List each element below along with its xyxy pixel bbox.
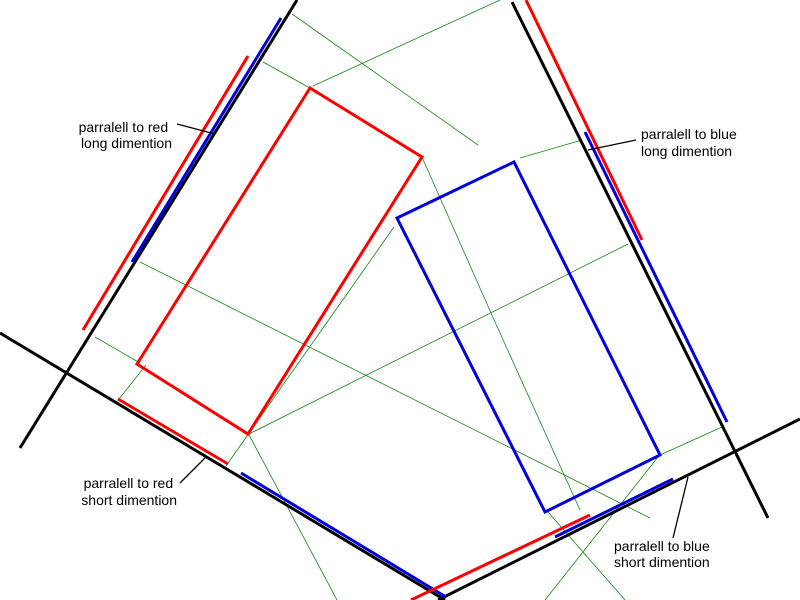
- construction-line: [494, 321, 581, 511]
- leader-blue-long: [587, 139, 637, 151]
- construction-line: [139, 261, 651, 519]
- construction-line: [519, 139, 583, 159]
- red-long-parallel-bar-left: [81, 55, 250, 331]
- construction-line: [262, 61, 311, 89]
- label-red-long-line1: parralell to red: [79, 119, 169, 135]
- blue-short-parallel-bar: [554, 477, 674, 539]
- label-blue-short-line2: short dimention: [614, 554, 710, 570]
- construction-line: [291, 13, 479, 146]
- leader-red-short: [179, 457, 206, 484]
- red-short-parallel-bar-bottom: [410, 513, 591, 600]
- frame-line-bottom-right: [437, 417, 800, 600]
- blue-short-parallel-bar-lower-left: [240, 471, 447, 599]
- blue-rectangle: [394, 160, 663, 515]
- label-blue-long-line2: long dimention: [641, 143, 732, 159]
- construction-line: [246, 243, 629, 436]
- label-blue-long-line1: parralell to blue: [641, 126, 737, 142]
- construction-line: [312, 0, 501, 87]
- construction-line: [118, 364, 147, 400]
- label-blue-short-line1: parralell to blue: [614, 538, 710, 554]
- leader-lines: [176, 123, 689, 539]
- label-blue-short: parralell to blue short dimention: [614, 538, 714, 570]
- label-red-short-line1: parralell to red: [84, 475, 174, 491]
- construction-line: [421, 156, 496, 323]
- blue-long-parallel-bar-left: [130, 17, 283, 263]
- construction-line: [659, 426, 723, 456]
- construction-line: [544, 456, 659, 600]
- construction-line: [247, 432, 338, 600]
- construction-lines: [94, 0, 723, 600]
- red-long-parallel-bar-right: [524, 0, 644, 241]
- red-short-parallel-bar: [117, 397, 229, 466]
- red-rectangle: [134, 85, 425, 437]
- label-red-long-line2: long dimention: [81, 135, 172, 151]
- leader-blue-short: [672, 476, 689, 539]
- label-red-short: parralell to red short dimention: [81, 475, 177, 508]
- label-blue-long: parralell to blue long dimention: [641, 126, 741, 159]
- frame-line-right: [510, 1, 770, 519]
- leader-red-long: [176, 123, 216, 135]
- label-red-long: parralell to red long dimention: [79, 119, 172, 151]
- parallel-bars: [81, 0, 729, 600]
- construction-line: [94, 336, 141, 364]
- label-red-short-line2: short dimention: [81, 492, 177, 508]
- construction-line: [547, 511, 626, 600]
- frame-line-left: [18, 0, 299, 449]
- frame-line-bottom-left: [0, 331, 446, 600]
- blue-long-parallel-bar-right: [583, 131, 729, 423]
